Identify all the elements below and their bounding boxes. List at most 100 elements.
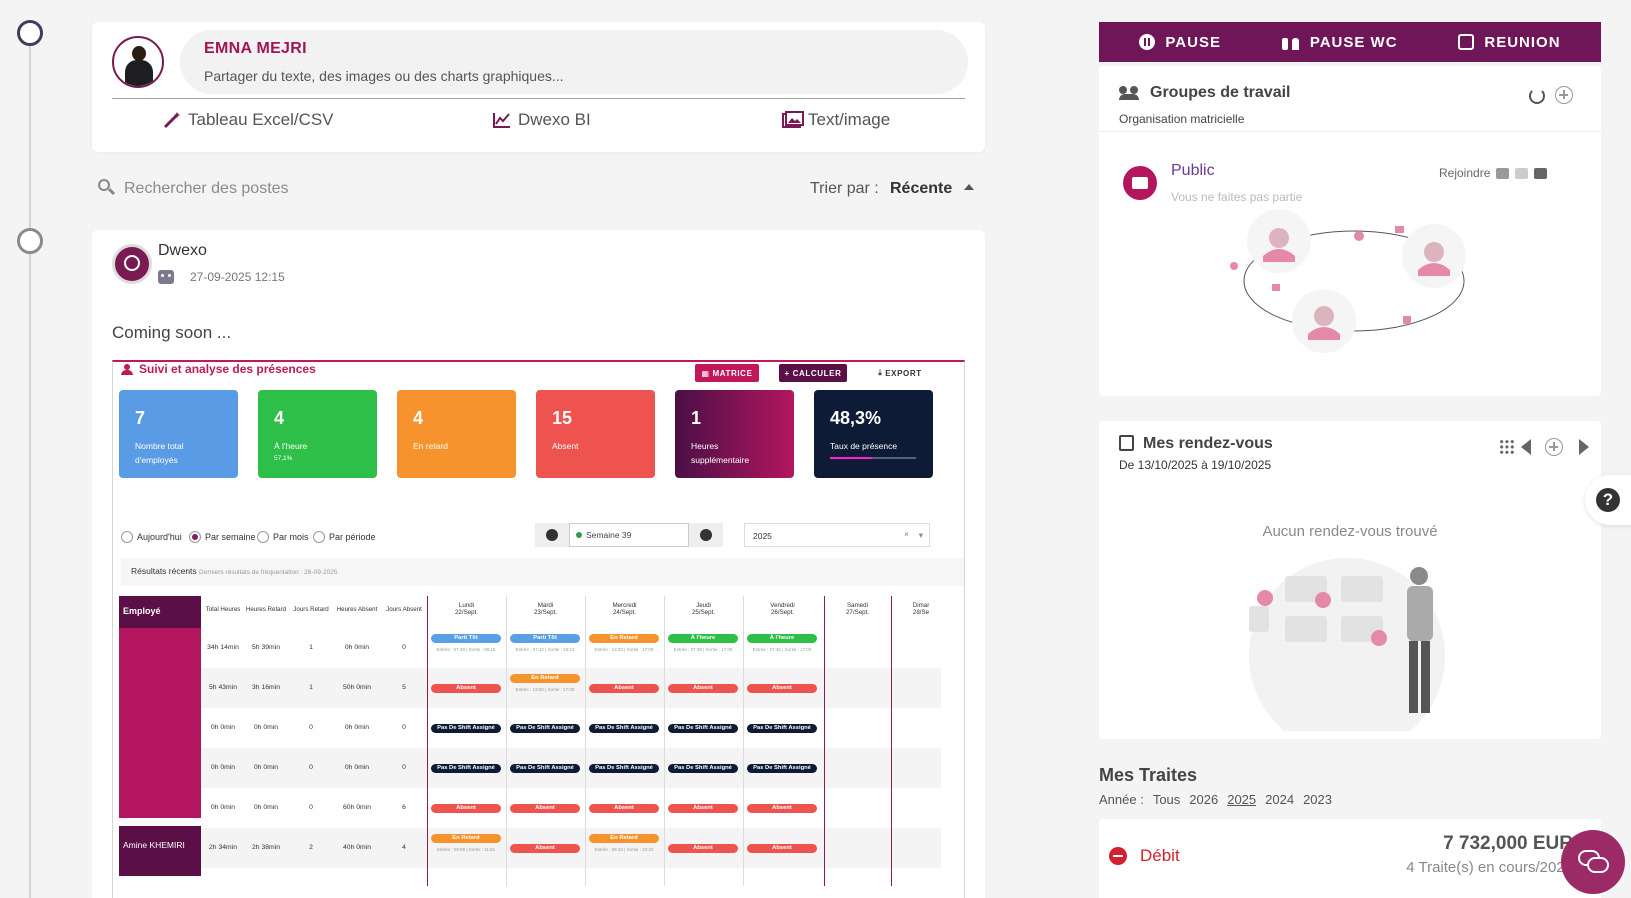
status-pill: Absent bbox=[747, 804, 817, 813]
stat-card-on-time: 4 À l'heure 57,1% bbox=[258, 390, 377, 478]
table-cell: 0 bbox=[309, 764, 313, 771]
table-cell: 0 bbox=[402, 724, 406, 731]
timeline-dot bbox=[17, 20, 43, 46]
question-icon: ? bbox=[1596, 488, 1620, 512]
hub-icon[interactable] bbox=[1529, 88, 1545, 104]
groups-title: Groupes de travail bbox=[1150, 84, 1291, 101]
sort-dropdown[interactable]: Récente bbox=[890, 180, 953, 197]
time-entry: Entrée : 09:55 | Sortie : 11:51 bbox=[436, 847, 496, 852]
table-cell: 50h 0min bbox=[343, 684, 371, 691]
calendar-check-icon bbox=[1119, 435, 1134, 451]
day-header: Jeudi 25/Sept. bbox=[691, 602, 716, 616]
employee-cell bbox=[119, 866, 201, 876]
status-toolbar: PAUSE PAUSE WC REUNION bbox=[1099, 22, 1601, 62]
grid-view-icon[interactable] bbox=[1499, 439, 1515, 455]
year-option[interactable]: 2024 bbox=[1265, 792, 1295, 807]
table-cell: 6 bbox=[402, 804, 406, 811]
calculer-button: + CALCULER bbox=[779, 364, 847, 382]
meeting-icon[interactable] bbox=[1496, 167, 1510, 179]
arrow-left-icon bbox=[535, 523, 569, 547]
help-button[interactable]: ? bbox=[1585, 475, 1631, 525]
group-membership-status: Vous ne faites pas partie bbox=[1171, 190, 1303, 204]
next-week-icon[interactable] bbox=[1579, 439, 1589, 455]
folder-icon[interactable] bbox=[1534, 167, 1548, 179]
dwexo-bi-button[interactable]: Dwexo BI bbox=[492, 110, 591, 130]
table-cell: 1 bbox=[309, 644, 313, 651]
dwexo-avatar[interactable] bbox=[112, 244, 152, 284]
status-pill: Absent bbox=[668, 804, 738, 813]
filter-period: Par période bbox=[313, 531, 376, 543]
dwexo-bi-label: Dwexo BI bbox=[518, 110, 591, 129]
groups-card: Groupes de travail Organisation matricie… bbox=[1099, 66, 1601, 396]
composer-input[interactable]: EMNA MEJRI Partager du texte, des images… bbox=[180, 30, 968, 94]
table-cell: 0h 0min bbox=[210, 804, 236, 811]
stat-card-total: 7 Nombre total d'employés bbox=[119, 390, 238, 478]
table-cell: 3h 16min bbox=[252, 684, 280, 691]
status-pill: Absent bbox=[589, 804, 659, 813]
col-late-days: Jours Retard bbox=[293, 606, 329, 613]
status-pill: Pas De Shift Assigné bbox=[589, 764, 659, 773]
year-option[interactable]: 2026 bbox=[1189, 792, 1219, 807]
caret-up-icon[interactable] bbox=[964, 184, 974, 190]
reunion-button[interactable]: REUNION bbox=[1458, 34, 1560, 51]
text-image-button[interactable]: Text/image bbox=[782, 110, 890, 130]
attendance-dashboard-image: Suivi et analyse des présences ▦ MATRICE… bbox=[112, 360, 965, 898]
stat-card-absent: 15 Absent bbox=[536, 390, 655, 478]
divider bbox=[112, 98, 965, 99]
status-pill: En Retard bbox=[589, 634, 659, 643]
table-cell: 0h 0min bbox=[253, 724, 279, 731]
timeline-line bbox=[29, 34, 31, 898]
pause-button[interactable]: PAUSE bbox=[1139, 34, 1221, 51]
debit-amount: 7 732,000 EUR bbox=[1443, 833, 1573, 854]
dashboard-title: Suivi et analyse des présences bbox=[121, 362, 316, 376]
day-header: Vendredi 26/Sept. bbox=[770, 602, 795, 616]
previous-week-icon[interactable] bbox=[1521, 439, 1531, 455]
status-pill: Absent bbox=[747, 684, 817, 693]
table-cell: 40h 0min bbox=[343, 844, 371, 851]
status-pill: En Retard bbox=[510, 674, 580, 683]
year-option[interactable]: 2023 bbox=[1303, 792, 1332, 807]
table-cell: 0h 0min bbox=[344, 724, 370, 731]
debit-count: 4 Traite(s) en cours/2025 bbox=[1406, 859, 1573, 876]
sort-label: Trier par : bbox=[810, 180, 879, 197]
table-cell: 2h 34min bbox=[209, 844, 237, 851]
redacted-employee-names bbox=[119, 628, 201, 818]
traites-year-filter: Année : Tous 2026 2025 2024 2023 bbox=[1099, 792, 1332, 807]
add-appointment-icon[interactable] bbox=[1545, 438, 1563, 456]
year-option[interactable]: Tous bbox=[1152, 792, 1181, 807]
user-avatar[interactable] bbox=[112, 36, 164, 88]
filter-month: Par mois bbox=[257, 531, 309, 543]
users-icon bbox=[1119, 86, 1141, 100]
status-pill: Pas De Shift Assigné bbox=[747, 764, 817, 773]
robot-icon bbox=[158, 270, 174, 284]
post-author[interactable]: Dwexo bbox=[158, 242, 207, 259]
table-cell: 60h 0min bbox=[343, 804, 371, 811]
time-entry: Entrée : 07:48 | Sortie : 08:15 bbox=[436, 647, 496, 652]
table-cell: 5h 39min bbox=[252, 644, 280, 651]
chat-button[interactable] bbox=[1561, 830, 1625, 894]
week-navigator: Semaine 39 bbox=[535, 523, 723, 547]
excel-csv-button[interactable]: Tableau Excel/CSV bbox=[162, 110, 334, 130]
group-name[interactable]: Public bbox=[1171, 162, 1215, 179]
table-cell: 2h 38min bbox=[252, 844, 280, 851]
status-pill: À l'heure bbox=[668, 634, 738, 643]
pause-wc-button[interactable]: PAUSE WC bbox=[1281, 34, 1398, 51]
day-header: Samedi 27/Sept. bbox=[845, 602, 870, 616]
status-pill: Pas De Shift Assigné bbox=[668, 724, 738, 733]
status-pill: Absent bbox=[510, 844, 580, 853]
status-pill: Pas De Shift Assigné bbox=[431, 764, 501, 773]
post-body: Coming soon ... bbox=[112, 323, 232, 342]
status-pill: Pas De Shift Assigné bbox=[747, 724, 817, 733]
post-composer: EMNA MEJRI Partager du texte, des images… bbox=[92, 22, 985, 152]
search-bar: Trier par : Récente bbox=[92, 176, 985, 202]
unlock-icon bbox=[1515, 167, 1529, 179]
user-name: EMNA MEJRI bbox=[204, 40, 307, 57]
join-button[interactable]: Rejoindre bbox=[1439, 166, 1491, 180]
debit-card[interactable]: Débit 7 732,000 EUR 4 Traite(s) en cours… bbox=[1099, 819, 1601, 898]
status-pill: Absent bbox=[431, 804, 501, 813]
add-group-icon[interactable] bbox=[1555, 86, 1573, 104]
status-pill: Absent bbox=[668, 684, 738, 693]
line-chart-icon bbox=[492, 111, 512, 129]
search-input[interactable] bbox=[124, 176, 524, 202]
year-option-selected[interactable]: 2025 bbox=[1227, 792, 1257, 807]
